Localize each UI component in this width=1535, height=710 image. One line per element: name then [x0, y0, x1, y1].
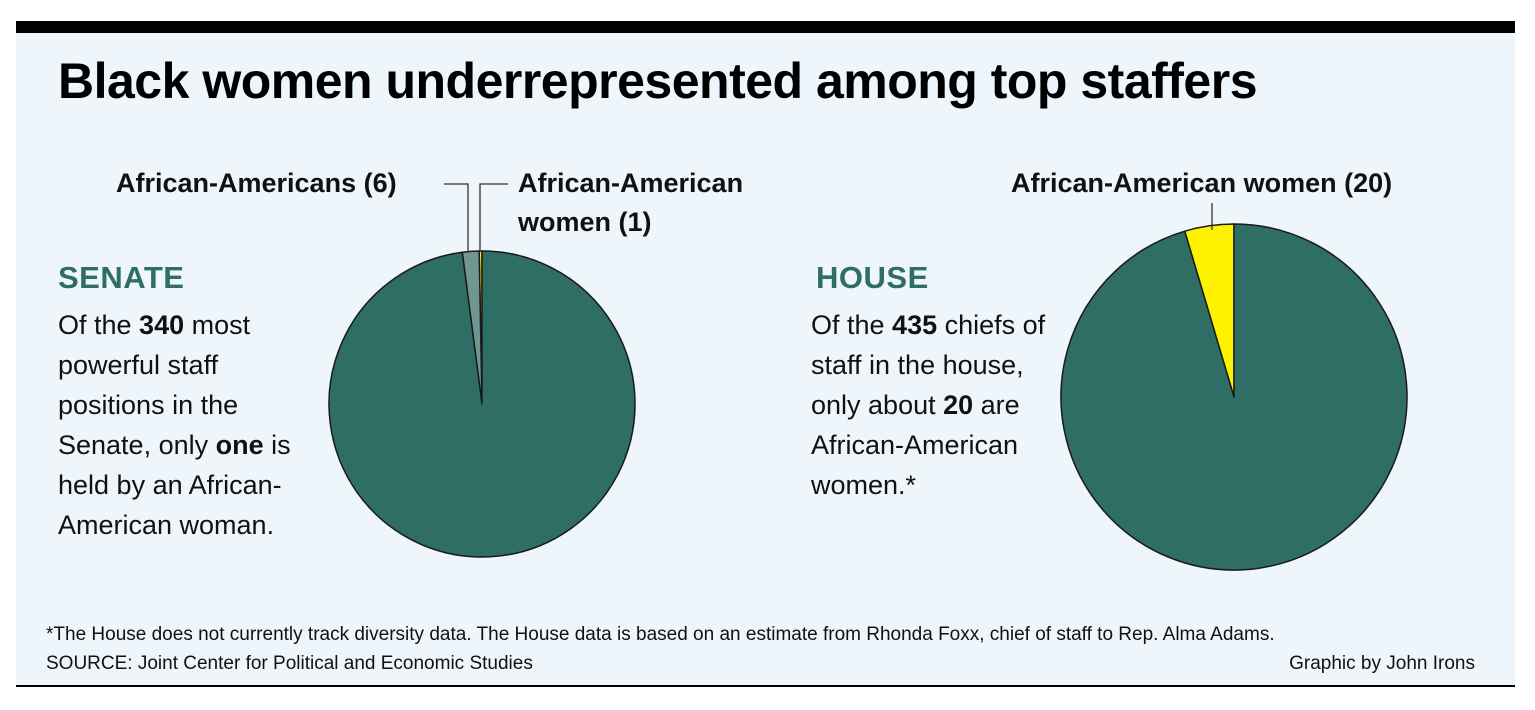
house-desc-number-twenty: 20: [943, 390, 974, 420]
house-desc-text-2: chiefs of staff in the house, only about: [811, 310, 1046, 420]
senate-pie: [328, 250, 636, 558]
footer-credit: Graphic by John Irons: [1289, 653, 1475, 674]
label-house-aa-women: African-American women (20): [1011, 168, 1393, 198]
leader-line-senate-aa-women: [479, 183, 508, 252]
house-pie-slice-1: [1060, 223, 1408, 571]
label-senate-african-americans: African-Americans (6): [116, 168, 397, 198]
chart-title: Black women underrepresented among top s…: [58, 53, 1258, 109]
senate-pie-slice-2: [328, 250, 636, 558]
house-desc-number-total: 435: [892, 310, 938, 340]
bottom-rule: [16, 685, 1515, 687]
house-description: Of the 435 chiefs of staff in the house,…: [811, 305, 1051, 505]
house-desc-text-3: are African-American women.*: [811, 390, 1020, 500]
senate-desc-text-1: Of the: [58, 310, 140, 340]
leader-lines: [444, 183, 1213, 252]
label-senate-aa-women-line1: African-American: [518, 168, 744, 198]
senate-heading: SENATE: [58, 260, 185, 295]
house-heading: HOUSE: [816, 260, 929, 295]
footer-source: SOURCE: Joint Center for Political and E…: [46, 653, 533, 674]
house-desc-text-1: Of the: [811, 310, 893, 340]
leader-line-senate-african-americans: [444, 183, 469, 252]
senate-desc-number-one: one: [215, 430, 264, 460]
house-pie: [1060, 223, 1408, 571]
top-rule: [16, 21, 1515, 33]
footer-note: *The House does not currently track dive…: [46, 624, 1275, 645]
senate-desc-number-total: 340: [139, 310, 185, 340]
label-senate-aa-women-line2: women (1): [518, 207, 652, 237]
senate-desc-text-2: most powerful staff positions in the Sen…: [58, 310, 251, 460]
senate-description: Of the 340 most powerful staff positions…: [58, 305, 313, 545]
senate-desc-text-3: is held by an African-American woman.: [58, 430, 291, 540]
